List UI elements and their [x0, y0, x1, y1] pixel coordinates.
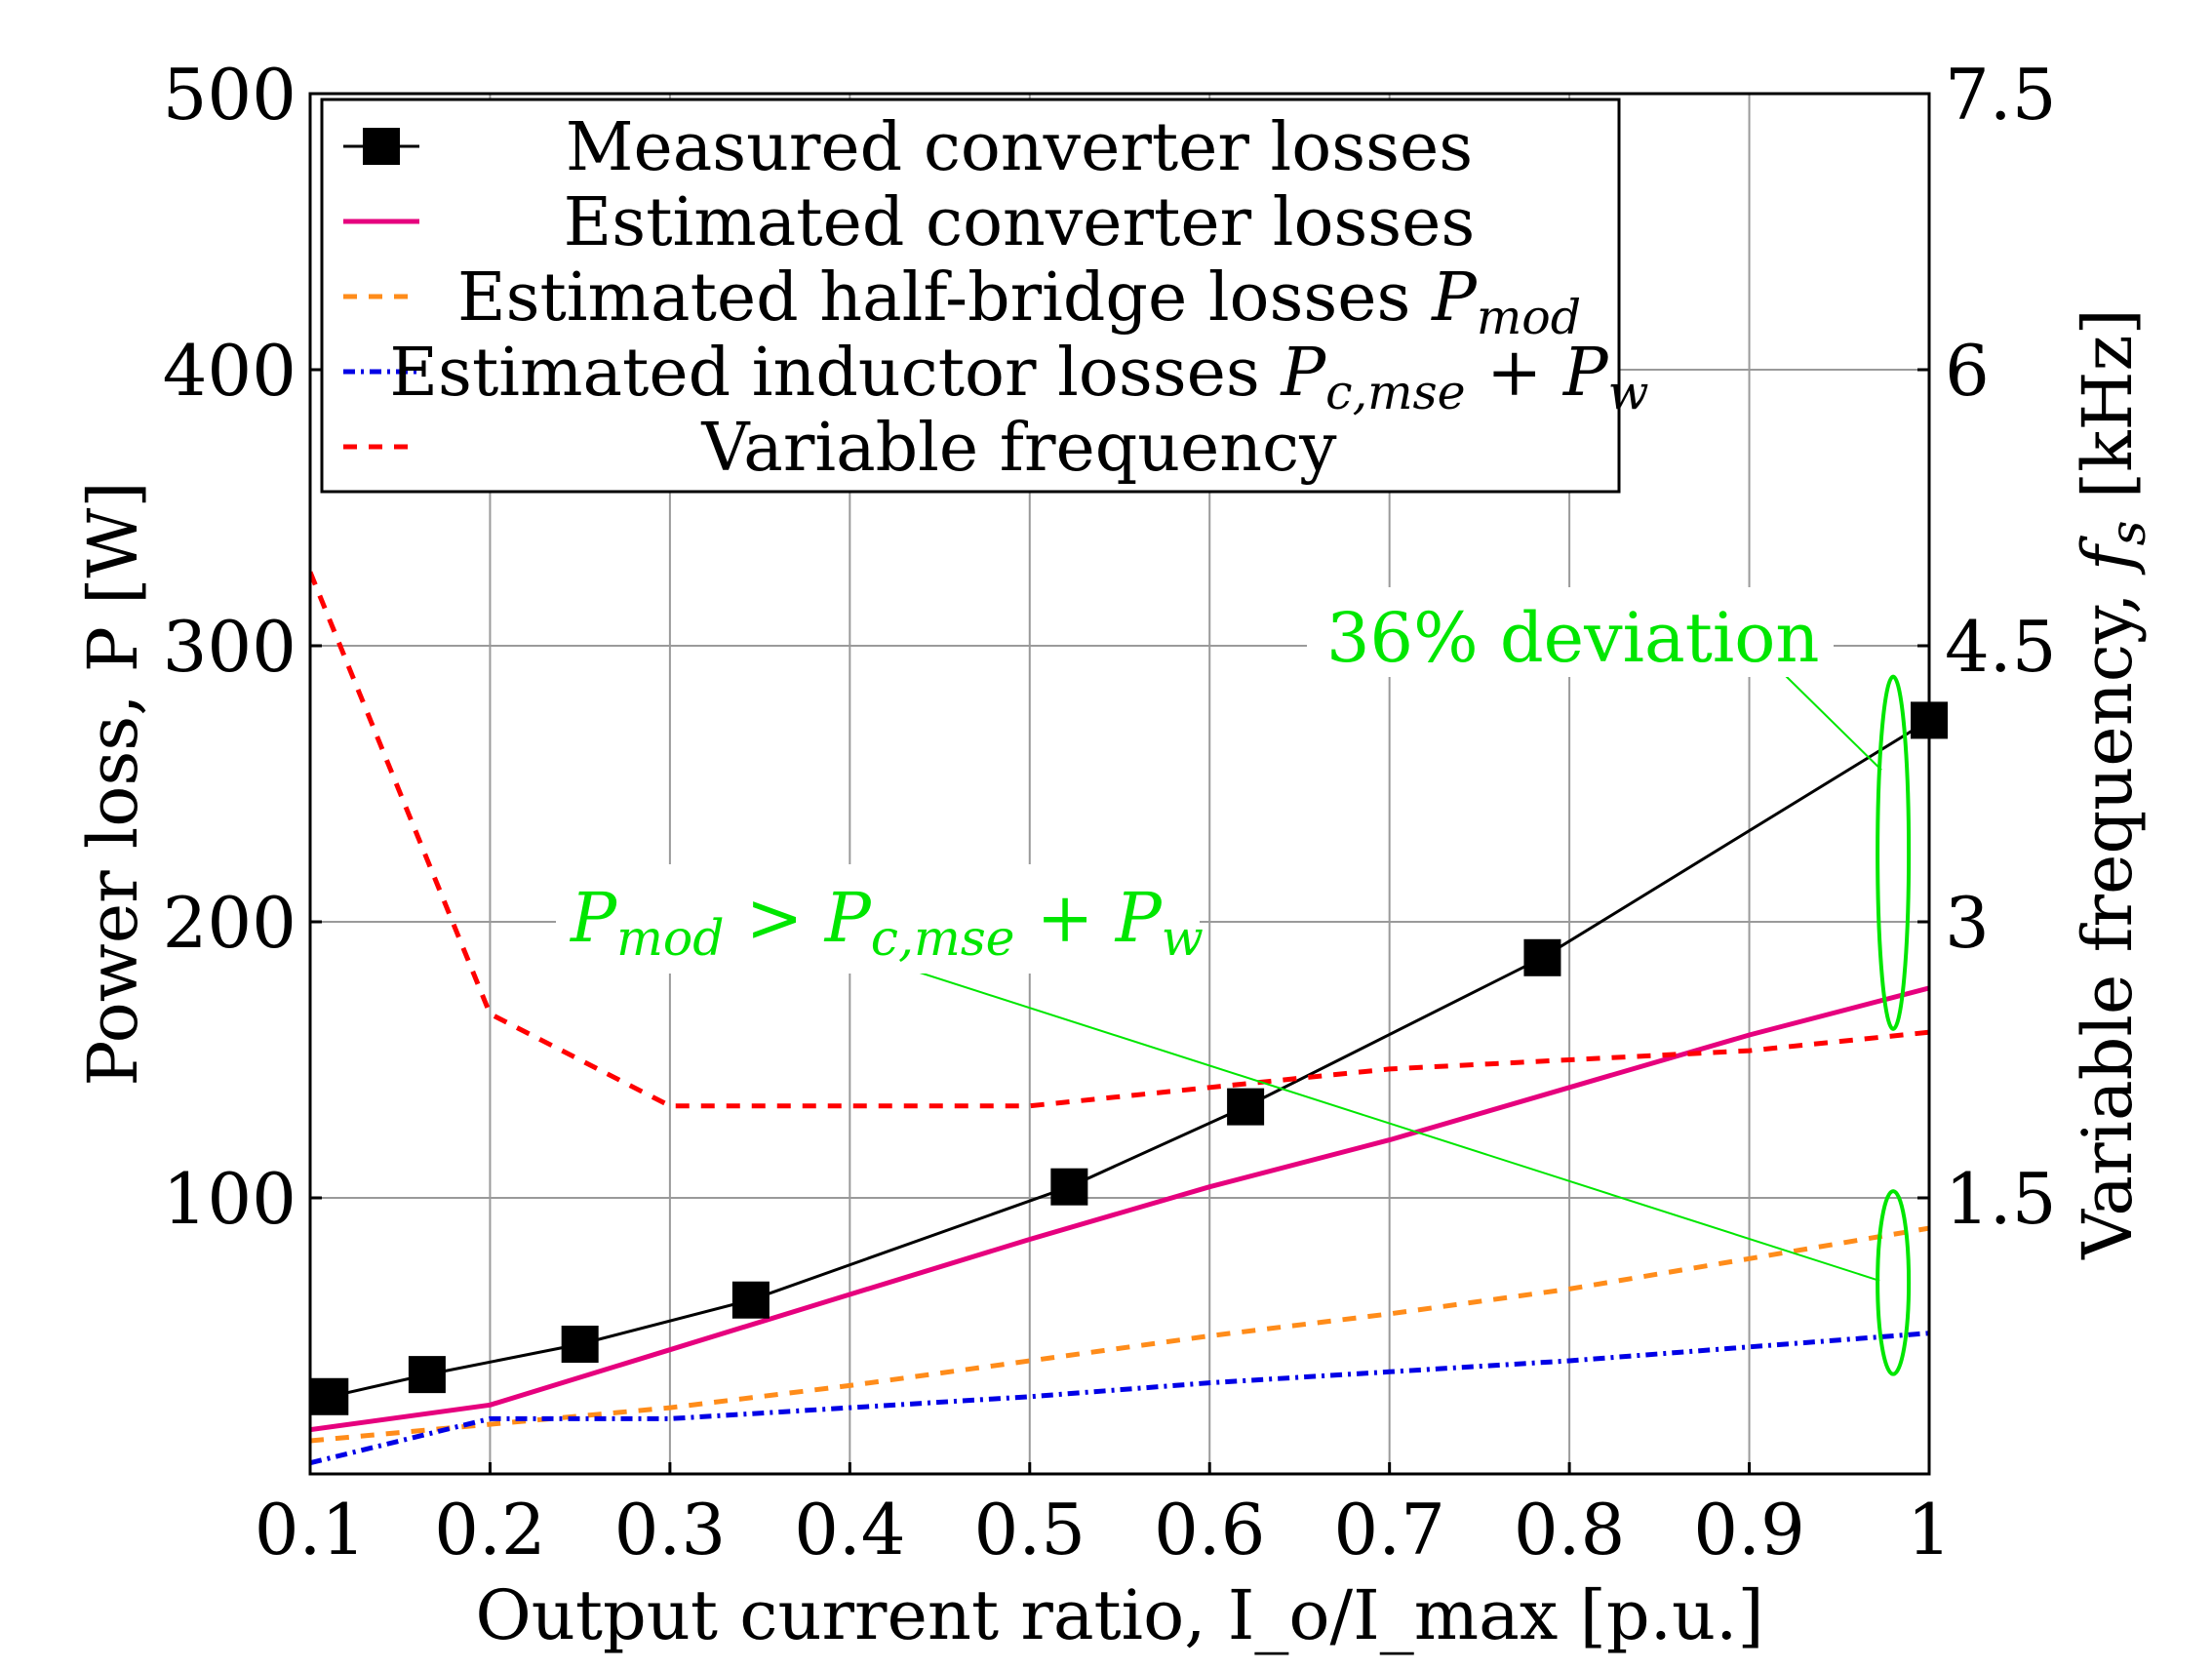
markers-layer	[311, 701, 1948, 1415]
data-point-marker	[1523, 938, 1561, 976]
data-point-marker	[408, 1356, 446, 1394]
x-tick-label: 1	[1907, 1489, 1952, 1571]
legend-label-2: Estimated half-bridge losses Pmod​	[457, 259, 1581, 345]
series-layer	[310, 571, 1929, 1466]
x-tick-label: 0.7	[1333, 1489, 1445, 1571]
legend-label-1: Estimated converter losses	[564, 184, 1476, 261]
x-tick-label: 0.6	[1154, 1489, 1266, 1571]
series-line-1	[310, 985, 1929, 1433]
legend-label-4: Variable frequency	[700, 410, 1337, 487]
pmod-label: Pmod​ > Pc,mse​ + Pw​	[569, 878, 1204, 967]
legend-label-3: Estimated inductor losses Pc,mse​ + Pw​	[389, 335, 1648, 420]
legend-box	[320, 98, 1621, 494]
series-line-4	[310, 571, 1929, 1109]
y-tick-label-left: 400	[163, 330, 296, 412]
pmod-label-bg	[556, 864, 1200, 974]
axis-labels: Output current ratio, I_o/I_max [p.u.] Po…	[73, 308, 2156, 1655]
x-tick-label: 0.5	[974, 1489, 1086, 1571]
plot-frame	[308, 92, 1931, 1476]
y-axis-label-right: Variable frequency, fs​ [kHz]	[2068, 308, 2156, 1260]
legend-marker	[363, 128, 400, 165]
y-tick-label-right: 1.5	[1945, 1158, 2057, 1240]
deviation-ellipse-upper	[1876, 674, 1912, 1031]
deviation-label-bg	[1307, 587, 1834, 677]
y-tick-label-right: 4.5	[1945, 606, 2057, 688]
y-tick-label-left: 300	[163, 606, 296, 688]
deviation-ellipse-lower	[1876, 1189, 1912, 1376]
deviation-connector	[1784, 674, 1882, 772]
data-point-marker	[1050, 1168, 1088, 1206]
data-point-marker	[561, 1325, 599, 1363]
data-point-marker	[1227, 1088, 1265, 1126]
pmod-connector	[867, 955, 1880, 1282]
ticks: 0.1 0.2 0.3 0.4 0.5 0.6 0.7 0.8 0.9 1 100 200 300 400…	[163, 54, 2057, 1571]
x-axis-label: Output current ratio, I_o/I_max [p.u.]	[475, 1575, 1763, 1655]
y-tick-label-left: 500	[163, 54, 296, 136]
x-tick-label: 0.1	[255, 1489, 367, 1571]
y-tick-label-left: 100	[163, 1158, 296, 1240]
series-line-0	[329, 719, 1929, 1399]
y-tick-label-right: 7.5	[1945, 54, 2057, 136]
y-axis-label-left: Power loss, P [W]	[73, 481, 153, 1086]
legend-label-0: Measured converter losses	[566, 109, 1473, 186]
data-point-marker	[731, 1281, 770, 1319]
x-tick-label: 0.4	[794, 1489, 906, 1571]
x-tick-label: 0.2	[434, 1489, 546, 1571]
x-tick-label: 0.9	[1693, 1489, 1805, 1571]
series-line-2	[310, 1225, 1929, 1444]
data-point-marker	[311, 1377, 349, 1415]
x-tick-label: 0.8	[1514, 1489, 1626, 1571]
x-tick-label: 0.3	[614, 1489, 727, 1571]
y-tick-label-right: 6	[1945, 330, 1990, 412]
deviation-label: 36% deviation	[1326, 598, 1819, 678]
y-tick-label-left: 200	[163, 882, 296, 964]
annotations: 36% deviation Pmod​ > Pc,mse​ + Pw​	[556, 587, 1912, 1376]
y-tick-label-right: 3	[1945, 882, 1990, 964]
